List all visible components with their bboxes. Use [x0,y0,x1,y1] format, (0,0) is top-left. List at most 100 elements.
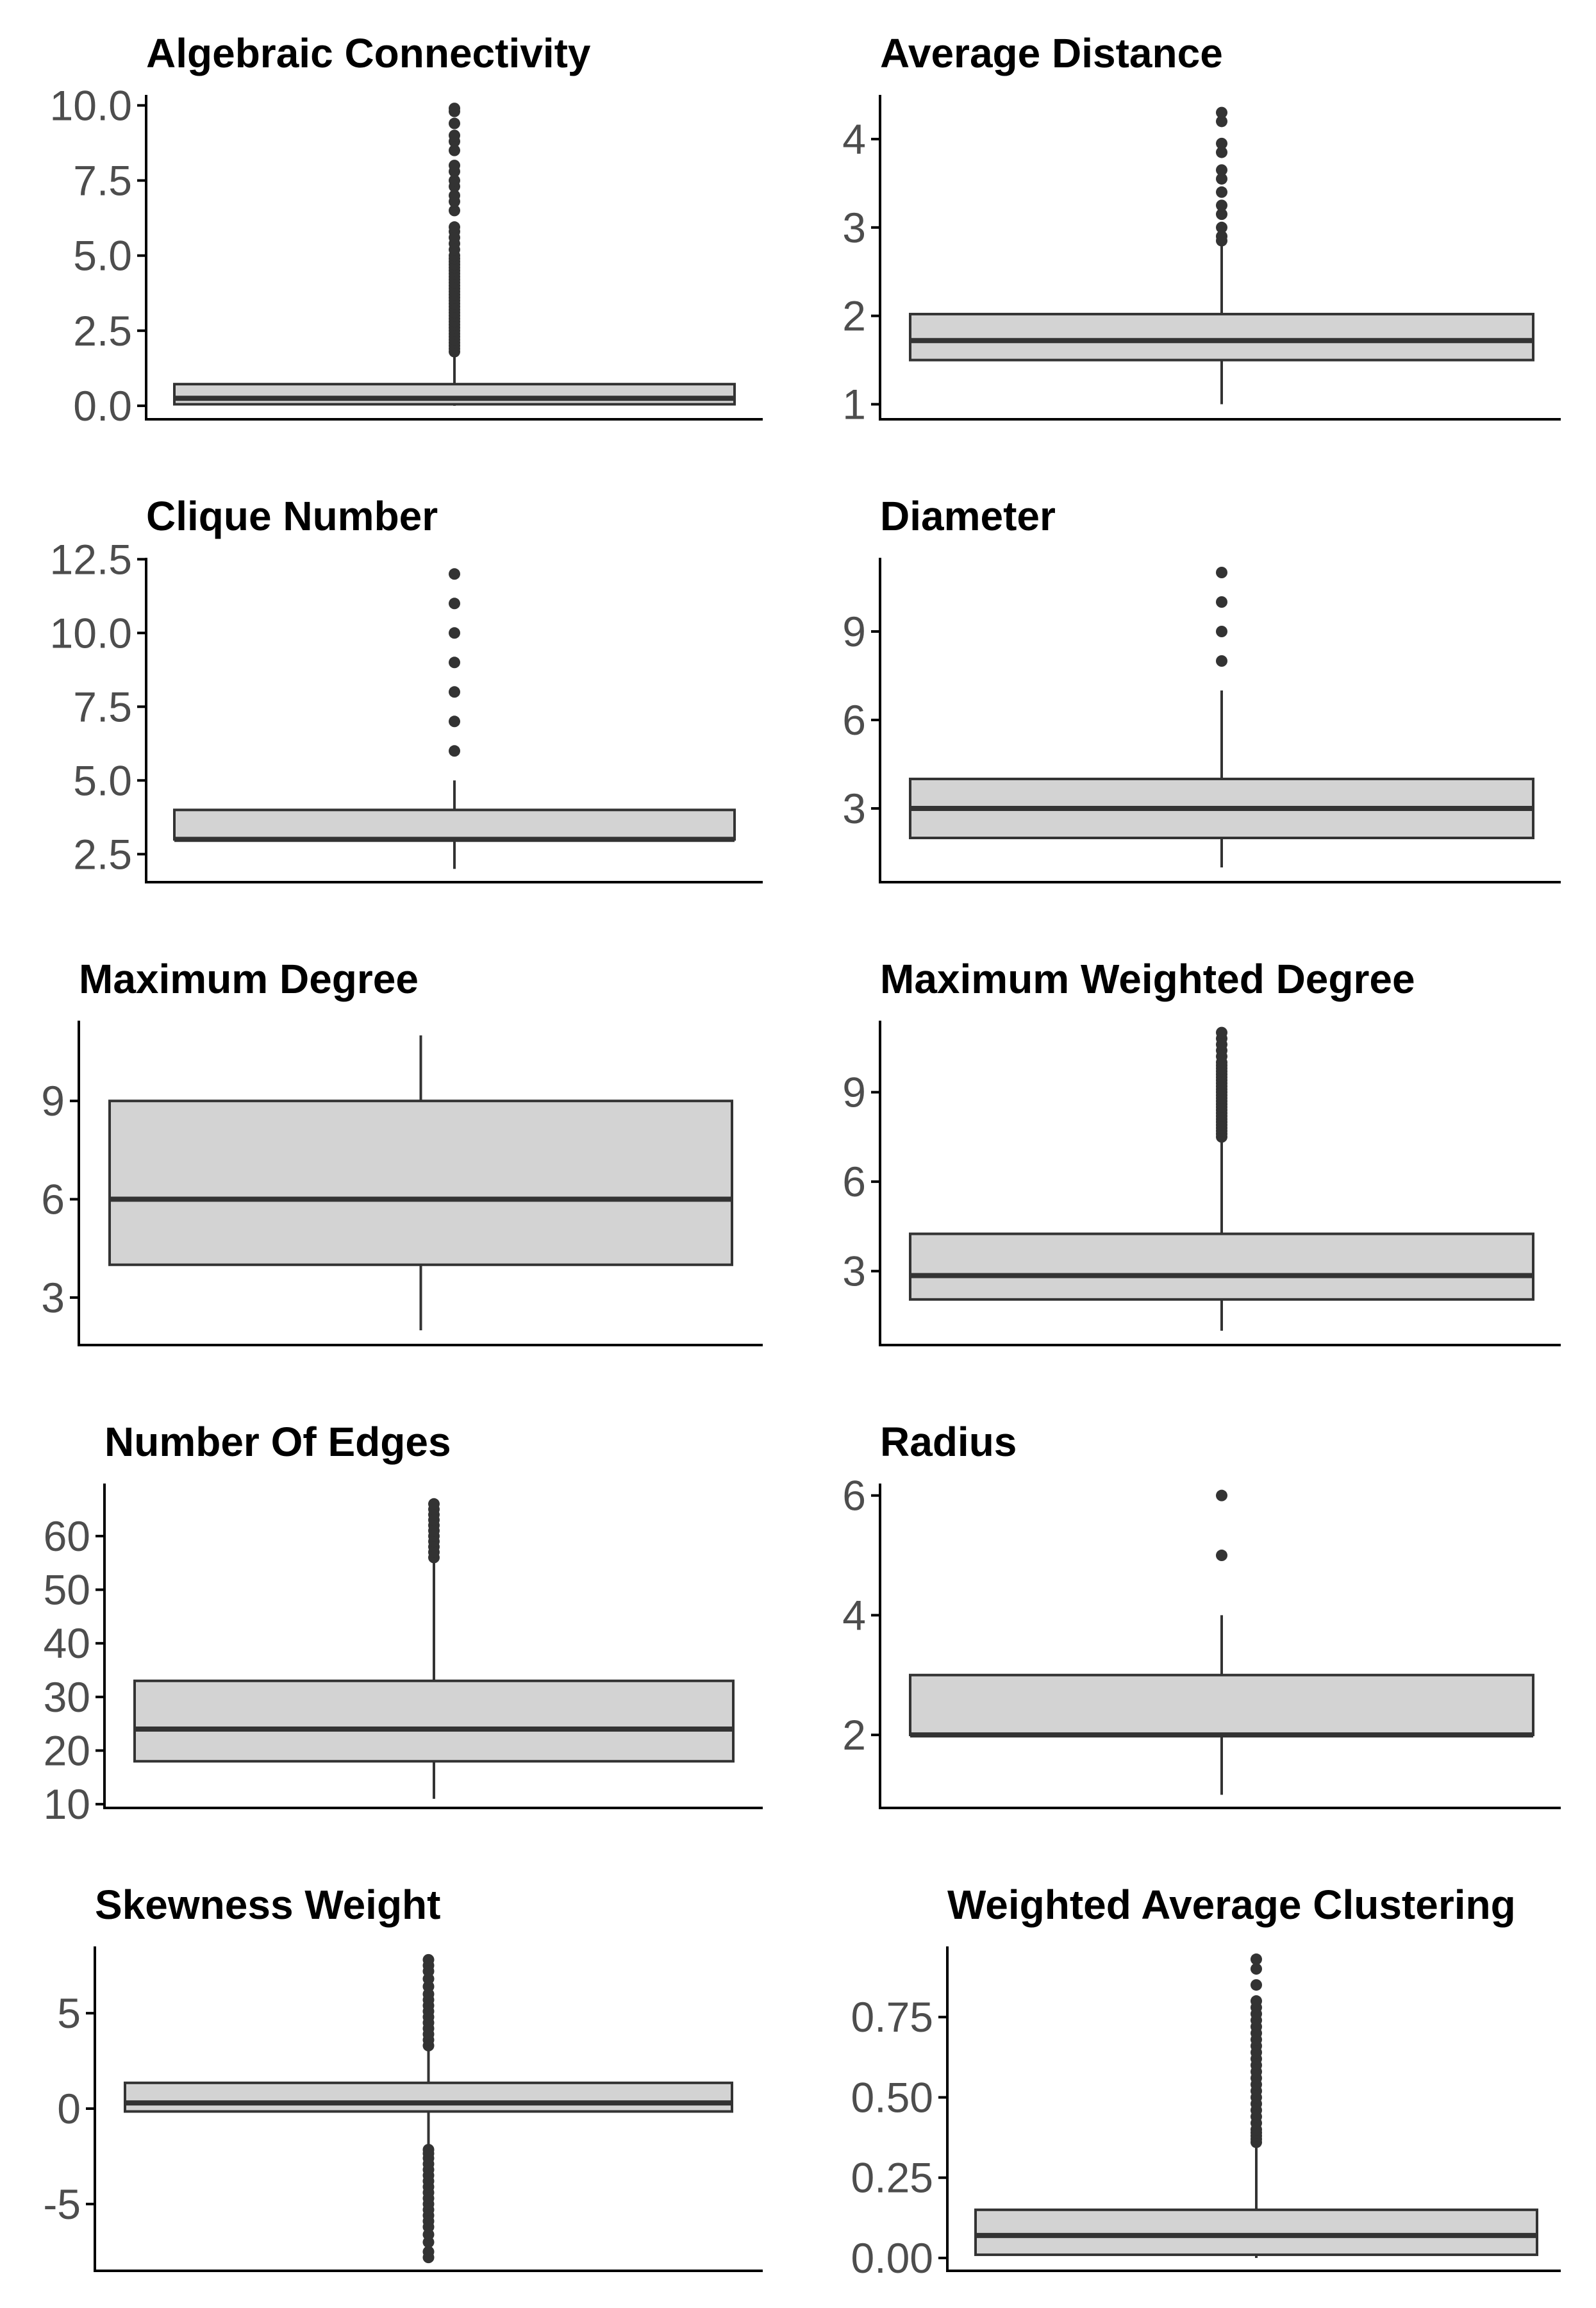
y-tick-label: 4 [842,115,866,163]
outlier-point [449,686,460,698]
outlier-point [1216,626,1227,637]
outlier-point [449,103,460,115]
iqr-box [124,2081,733,2113]
y-tick-label: 9 [41,1077,65,1125]
y-tick-label: 2 [842,292,866,340]
y-tick-label: 3 [842,204,866,251]
iqr-box [974,2208,1538,2256]
panel-title: Diameter [880,493,1056,539]
panel-average-distance: Average Distance 1 2 3 4 [842,30,1561,428]
outlier-point [449,715,460,728]
y-tick-label: 6 [842,1472,866,1519]
panel-title: Algebraic Connectivity [146,30,591,76]
outlier-point [449,656,460,669]
y-tick-label: 50 [44,1566,90,1614]
panel-title: Skewness Weight [95,1882,440,1928]
outlier-point [422,2246,435,2258]
y-tick-label: 40 [44,1619,90,1667]
outlier-point [1216,146,1227,158]
y-tick-label: 6 [842,696,866,744]
y-tick-label: 6 [842,1158,866,1205]
outlier-point [1216,115,1227,128]
y-tick-label: 2 [842,1711,866,1759]
y-tick-label: 9 [842,1069,866,1116]
outlier-point [1251,1995,1262,2007]
y-tick-label: 9 [842,608,866,655]
y-tick-label: 4 [842,1591,866,1639]
y-tick-label: 2.5 [73,307,132,355]
y-tick-label: 10.0 [50,609,132,656]
y-tick-label: 0.25 [851,2154,933,2202]
iqr-box [909,1673,1534,1737]
outlier-point [1216,567,1227,578]
outlier-point [449,130,460,142]
iqr-box [173,808,736,841]
outlier-point [449,189,460,201]
outlier-point [1216,596,1227,608]
y-tick-label: 6 [41,1176,65,1223]
outlier-point [1216,1550,1227,1562]
outlier-point [422,2143,435,2155]
y-tick-label: 2.5 [73,830,132,878]
y-tick-label: 5 [57,1989,81,2037]
panel-diameter: Diameter 3 6 9 [842,493,1561,883]
panel-maximum-weighted-degree: Maximum Weighted Degree 3 6 9 [842,956,1561,1346]
y-tick-label: 3 [842,785,866,832]
outlier-point [1216,172,1227,185]
y-tick-label: 60 [44,1512,90,1560]
y-tick-label: 5.0 [73,757,132,804]
y-tick-label: 10 [44,1780,90,1828]
outlier-point [449,568,460,580]
panel-title: Clique Number [146,493,438,539]
outlier-point [449,627,460,639]
outlier-point [428,1498,440,1510]
y-tick-label: 30 [44,1673,90,1721]
y-tick-label: 0.0 [73,382,132,430]
outlier-point [449,174,460,187]
iqr-box [173,383,736,406]
panel-title: Maximum Weighted Degree [880,956,1415,1002]
outlier-point [1216,655,1227,667]
outlier-point [1216,1026,1227,1039]
outlier-point [1216,221,1227,233]
outlier-point [449,160,460,172]
outlier-point [449,117,460,130]
y-tick-label: 7.5 [73,683,132,730]
outlier-point [1216,208,1227,221]
outlier-point [449,144,460,156]
outlier-point [1251,1979,1262,1991]
panel-title: Radius [880,1419,1017,1465]
y-tick-label: 12.5 [50,535,132,583]
y-tick-label: 0 [57,2085,81,2132]
y-tick-label: 0.50 [851,2073,933,2121]
outlier-point [449,221,460,233]
panel-title: Weighted Average Clustering [947,1882,1516,1928]
y-tick-label: 1 [842,381,866,428]
outlier-point [1216,106,1227,119]
outlier-point [449,205,460,217]
outlier-point [1216,1489,1227,1501]
y-tick-label: 20 [44,1727,90,1775]
y-tick-label: -5 [43,2180,81,2228]
outlier-point [1216,186,1227,198]
iqr-box [909,1232,1534,1301]
y-tick-label: 0.00 [851,2234,933,2282]
y-tick-label: 3 [842,1248,866,1295]
panel-number-of-edges: Number Of Edges 10 20 30 40 50 60 [44,1419,763,1828]
iqr-box [108,1100,733,1266]
panel-weighted-average-clustering: Weighted Average Clustering 0.00 0.25 0.50 0… [851,1882,1561,2282]
outlier-point [1251,1963,1262,1975]
y-tick-label: 0.75 [851,1993,933,2041]
outlier-point [1216,164,1227,176]
panel-radius: Radius 2 4 6 [842,1419,1561,1809]
y-tick-label: 10.0 [50,81,132,129]
panel-title: Maximum Degree [79,956,419,1002]
y-tick-label: 7.5 [73,157,132,205]
panel-algebraic-connectivity: Algebraic Connectivity 0.0 2.5 5.0 7.5 10.0 [50,30,763,430]
panel-title: Number Of Edges [104,1419,451,1465]
outlier-point [1251,1953,1262,1966]
panel-clique-number: Clique Number 2.5 5.0 7.5 10.0 12.5 [50,493,763,883]
outlier-point [1216,199,1227,212]
iqr-box [909,312,1534,362]
